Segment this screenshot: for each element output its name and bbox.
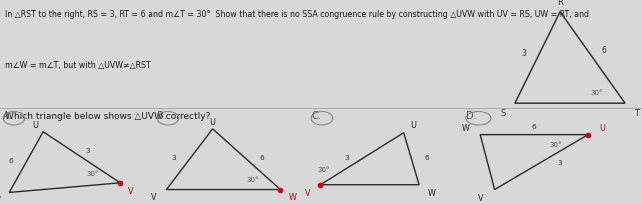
Text: 3: 3 (557, 159, 562, 165)
Text: 30°: 30° (247, 176, 259, 182)
Text: In △RST to the right, RS = 3, RT = 6 and m∠T = 30°  Show that there is no SSA co: In △RST to the right, RS = 3, RT = 6 and… (5, 10, 589, 19)
Text: R: R (557, 0, 563, 7)
Text: W: W (462, 124, 470, 133)
Text: m∠W = m∠T, but with △UVW≠△RST: m∠W = m∠T, but with △UVW≠△RST (5, 61, 151, 70)
Text: B.: B. (157, 110, 167, 120)
Text: U: U (33, 120, 39, 129)
Text: 30°: 30° (317, 166, 330, 172)
Text: 3: 3 (344, 154, 349, 160)
Text: Which triangle below shows △UVW correctly?: Which triangle below shows △UVW correctl… (5, 112, 211, 121)
Text: U: U (600, 124, 605, 133)
Text: V: V (306, 188, 311, 197)
Text: W: W (428, 188, 435, 197)
Text: 30°: 30° (591, 90, 603, 96)
Text: T: T (634, 108, 639, 117)
Text: 6: 6 (8, 157, 13, 163)
Text: 6: 6 (602, 46, 606, 55)
Text: V: V (128, 186, 134, 195)
Text: D.: D. (466, 110, 476, 120)
Text: S: S (501, 108, 506, 117)
Text: W: W (0, 195, 1, 204)
Text: V: V (152, 192, 157, 201)
Text: 30°: 30° (86, 170, 99, 176)
Text: 6: 6 (424, 154, 429, 160)
Text: 30°: 30° (550, 142, 562, 147)
Text: 6: 6 (532, 123, 537, 129)
Text: A.: A. (3, 110, 13, 120)
Text: 3: 3 (521, 49, 526, 58)
Text: U: U (210, 117, 216, 126)
Text: 3: 3 (85, 147, 90, 153)
Text: 3: 3 (172, 154, 177, 161)
Text: C.: C. (311, 110, 321, 120)
Text: W: W (289, 192, 297, 201)
Text: 6: 6 (259, 154, 265, 161)
Text: U: U (410, 121, 416, 130)
Text: V: V (478, 193, 483, 202)
